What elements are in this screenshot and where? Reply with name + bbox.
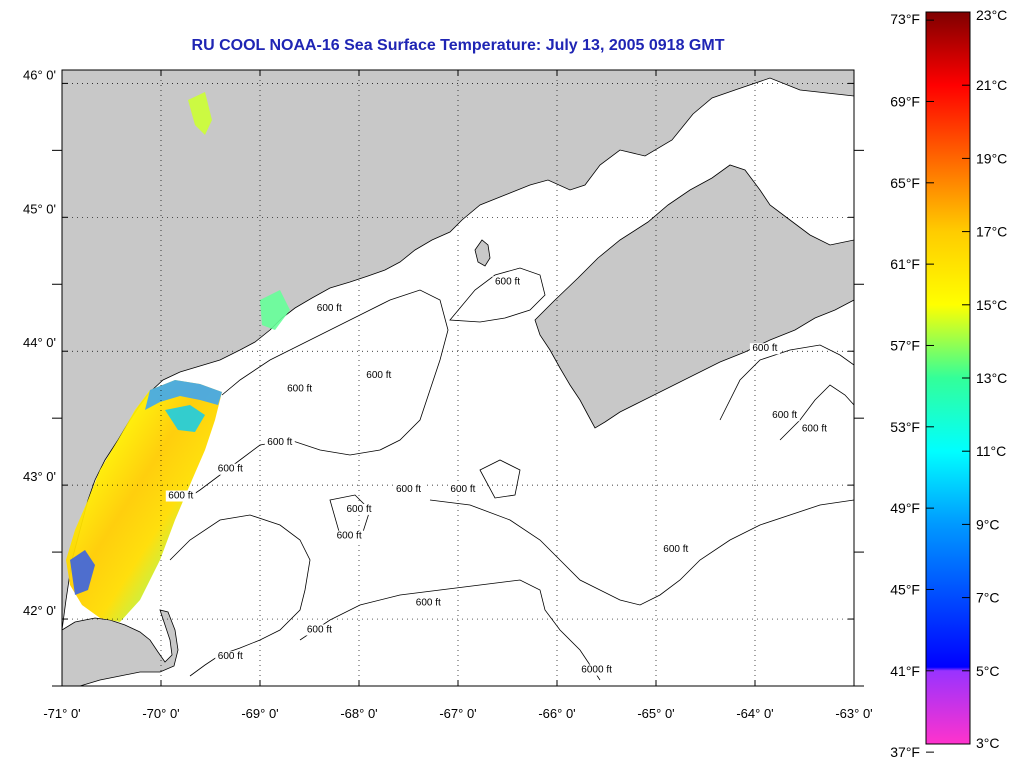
contour-label-bg bbox=[215, 651, 246, 663]
contour-label: 600 ft bbox=[802, 424, 827, 435]
contour-label: 600 ft bbox=[416, 598, 441, 609]
contour-label-bg bbox=[799, 423, 830, 435]
y-tick-label: 45° 0' bbox=[23, 201, 56, 216]
contour-line bbox=[329, 494, 371, 536]
contour-label-bg bbox=[344, 503, 374, 515]
contour-line bbox=[184, 289, 449, 501]
contour-line bbox=[719, 344, 854, 421]
x-tick-label: -69° 0' bbox=[241, 706, 278, 721]
colorbar-fahrenheit-label: 37°F bbox=[890, 744, 920, 760]
map-title: RU COOL NOAA-16 Sea Surface Temperature:… bbox=[191, 37, 725, 54]
contour-label-bg bbox=[264, 436, 295, 448]
colorbar-celsius-label: 3°C bbox=[976, 735, 1000, 751]
contour-line bbox=[429, 499, 854, 606]
contour-label: 600 ft bbox=[495, 276, 520, 287]
contour-label-bg bbox=[334, 530, 365, 542]
contour-label: 600 ft bbox=[267, 437, 292, 448]
colorbar-celsius-label: 17°C bbox=[976, 224, 1007, 240]
contour-label-bg bbox=[749, 343, 780, 355]
land-nova-scotia bbox=[534, 164, 854, 429]
contour-label-bg bbox=[447, 483, 478, 495]
colorbar-celsius-label: 5°C bbox=[976, 663, 1000, 679]
y-tick-label: 43° 0' bbox=[23, 469, 56, 484]
contour-line bbox=[479, 459, 521, 499]
sst-cold-band bbox=[145, 380, 222, 410]
colorbar-fahrenheit-label: 41°F bbox=[890, 663, 920, 679]
x-tick-label: -63° 0' bbox=[835, 706, 872, 721]
axis-ticks: -71° 0' -70° 0' -69° 0' -68° 0' -67° 0' -66° … bbox=[23, 67, 873, 721]
x-tick-label: -71° 0' bbox=[43, 706, 80, 721]
sst-cold-patch bbox=[165, 405, 205, 432]
contour-label-bg bbox=[215, 463, 246, 475]
land-cape-cod bbox=[62, 609, 179, 686]
contour-label-bg bbox=[165, 490, 196, 502]
colorbar-fahrenheit-label: 61°F bbox=[890, 256, 920, 272]
colorbar-celsius-label: 19°C bbox=[976, 150, 1007, 166]
contour-label: 600 ft bbox=[663, 544, 688, 555]
colorbar-fahrenheit-label: 65°F bbox=[890, 175, 920, 191]
contour-line bbox=[779, 384, 854, 441]
sst-cold-coast bbox=[70, 550, 95, 595]
colorbar-celsius-label: 9°C bbox=[976, 516, 1000, 532]
contour-label: 600 ft bbox=[317, 303, 342, 314]
contour-label-bg bbox=[769, 410, 800, 422]
contour-label: 600 ft bbox=[772, 410, 797, 421]
contour-label: 600 ft bbox=[450, 484, 475, 495]
contour-labels: 600 ft 600 ft 600 ft 600 ft 600 ft 600 ft 600 … bbox=[165, 276, 830, 676]
contour-label-bg bbox=[393, 483, 424, 495]
x-tick-label: -68° 0' bbox=[340, 706, 377, 721]
x-tick-label: -64° 0' bbox=[736, 706, 773, 721]
contour-label-bg bbox=[581, 664, 612, 676]
contour-label: 600 ft bbox=[218, 651, 243, 662]
y-tick-label: 46° 0' bbox=[23, 67, 56, 82]
contour-label: 600 ft bbox=[287, 383, 312, 394]
colorbar-celsius-label: 15°C bbox=[976, 297, 1007, 313]
x-tick-label: -65° 0' bbox=[637, 706, 674, 721]
contour-label-bg bbox=[492, 276, 523, 288]
contour-label: 600 ft bbox=[218, 464, 243, 475]
colorbar-fahrenheit-label: 49°F bbox=[890, 500, 920, 516]
y-tick-label: 42° 0' bbox=[23, 603, 56, 618]
colorbar-fahrenheit-label: 73°F bbox=[890, 11, 920, 27]
x-tick-label: -70° 0' bbox=[142, 706, 179, 721]
colorbar-fahrenheit-label: 45°F bbox=[890, 581, 920, 597]
sst-swath bbox=[66, 380, 222, 622]
x-tick-label: -67° 0' bbox=[439, 706, 476, 721]
contour-label: 600 ft bbox=[396, 484, 421, 495]
contour-label: 600 ft bbox=[366, 370, 391, 381]
contour-label: 600 ft bbox=[337, 531, 362, 542]
sst-patch-north bbox=[260, 290, 290, 330]
contour-label-bg bbox=[413, 597, 444, 609]
sst-patch-inland bbox=[188, 92, 212, 135]
contour-label-bg bbox=[284, 383, 315, 395]
colorbar-celsius-label: 21°C bbox=[976, 77, 1007, 93]
contour-label-bg bbox=[660, 544, 691, 556]
colorbar-labels: 23°C 21°C 19°C 17°C 15°C 13°C 11°C 9°C 7°C 5°C 3°C… bbox=[890, 7, 1007, 760]
contour-label-bg bbox=[363, 370, 394, 381]
colorbar-fahrenheit-label: 53°F bbox=[890, 419, 920, 435]
colorbar-fahrenheit-label: 57°F bbox=[890, 337, 920, 353]
colorbar-celsius-label: 7°C bbox=[976, 590, 1000, 606]
contour-label: 600 ft bbox=[346, 504, 371, 515]
x-tick-label: -66° 0' bbox=[538, 706, 575, 721]
contour-label: 600 ft bbox=[307, 624, 332, 635]
land-island bbox=[474, 239, 491, 267]
colorbar-celsius-label: 23°C bbox=[976, 7, 1007, 23]
colorbar-celsius-label: 11°C bbox=[976, 443, 1006, 459]
contour-line bbox=[449, 267, 546, 323]
contour-label: 600 ft bbox=[752, 343, 777, 354]
contour-label: 6000 ft bbox=[581, 665, 612, 676]
colorbar-celsius-label: 13°C bbox=[976, 370, 1007, 386]
contour-label-bg bbox=[304, 624, 335, 636]
contour-label-bg bbox=[314, 303, 345, 315]
contour-label: 600 ft bbox=[168, 491, 193, 502]
colorbar-fahrenheit-label: 69°F bbox=[890, 93, 920, 109]
contour-line bbox=[299, 579, 601, 681]
y-tick-label: 44° 0' bbox=[23, 335, 56, 350]
